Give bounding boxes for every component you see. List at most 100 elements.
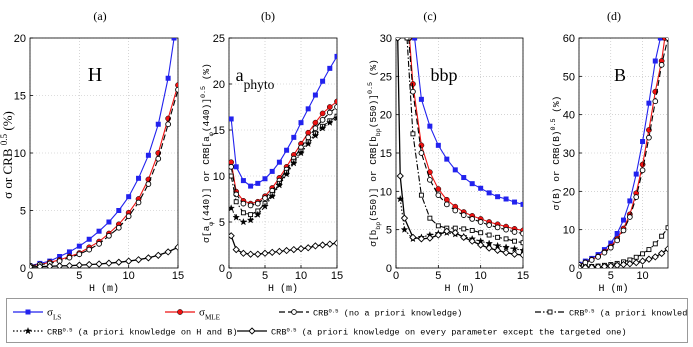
y-tick-label: 10 <box>213 171 225 183</box>
point-crb_none <box>460 212 467 218</box>
point-ls <box>334 53 337 59</box>
point-crb_h <box>503 236 509 242</box>
point-crb_hb <box>333 114 337 122</box>
point-crb_all <box>333 239 337 247</box>
point-crb_none <box>229 163 235 170</box>
point-crb_h <box>659 233 665 239</box>
point-crb_none <box>614 237 620 244</box>
x-tick-label: 0 <box>226 270 232 282</box>
x-tick-label: 0 <box>393 270 399 282</box>
point-crb_h <box>633 254 639 260</box>
point-crb_all <box>485 244 493 252</box>
y-tick-label: 25 <box>380 71 392 83</box>
point-crb_all <box>664 245 668 253</box>
point-crb_all <box>651 253 659 261</box>
legend-label: σMLE <box>199 307 220 322</box>
point-ls <box>469 181 475 187</box>
series-line-crb_none <box>30 89 178 267</box>
point-crb_none <box>595 254 601 260</box>
point-crb_none <box>106 232 112 239</box>
point-ls <box>96 228 102 234</box>
point-crb_all <box>95 260 103 268</box>
point-ls <box>305 106 311 112</box>
panel-letter: (a) <box>93 9 106 23</box>
point-ls <box>478 185 484 191</box>
point-crb_h <box>233 199 239 205</box>
y-tick-label: 40 <box>563 110 575 122</box>
point-crb_none <box>262 195 268 201</box>
point-crb_all <box>451 229 459 237</box>
point-crb_none <box>520 230 523 237</box>
x-axis-label: H (m) <box>89 283 119 295</box>
series-line-crb_none <box>230 106 337 206</box>
point-ls <box>298 120 304 126</box>
x-tick-label: 5 <box>608 270 614 282</box>
point-ls <box>255 180 261 186</box>
point-crb_none <box>418 150 425 156</box>
point-ls <box>520 201 523 207</box>
point-crb_none <box>135 199 142 206</box>
point-crb_all <box>613 261 621 268</box>
point-crb_none <box>165 121 171 128</box>
y-tick-label: 10 <box>563 225 575 237</box>
y-tick-label: 20 <box>563 186 575 198</box>
point-ls <box>646 100 652 106</box>
point-crb_none <box>469 216 476 222</box>
point-crb_none <box>312 125 319 132</box>
point-crb_h <box>334 113 337 119</box>
point-crb_all <box>645 255 653 263</box>
point-ls <box>486 190 492 196</box>
point-crb_all <box>268 248 276 256</box>
legend-entry-crb_hb: CRB0.5 (a priori knowledge on H and B) <box>13 326 238 338</box>
point-crb_all <box>502 249 510 257</box>
panel-annotation: H <box>88 64 102 86</box>
legend-marker <box>177 309 183 315</box>
point-ls <box>627 198 633 204</box>
point-ls <box>633 171 639 177</box>
x-axis-label: H (m) <box>268 283 298 295</box>
point-crb_h <box>665 225 668 231</box>
series-line-ls <box>30 38 175 267</box>
point-ls <box>427 123 433 129</box>
y-tick-label: 0 <box>219 263 225 275</box>
point-crb_none <box>96 241 102 247</box>
point-crb_hb <box>297 149 305 157</box>
point-crb_h <box>418 192 424 198</box>
x-tick-label: 10 <box>475 270 487 282</box>
point-crb_all <box>311 242 320 250</box>
point-crb_all <box>607 262 615 268</box>
point-crb_h <box>652 241 658 247</box>
x-tick-label: 5 <box>262 270 268 282</box>
point-crb_none <box>486 222 492 228</box>
point-mle <box>435 186 442 192</box>
x-axis-label: H (m) <box>598 283 628 295</box>
panel-annotation: bbp <box>431 65 458 85</box>
point-ls <box>614 231 620 236</box>
y-tick-label: 20 <box>14 33 26 45</box>
point-crb_h <box>427 215 433 221</box>
legend-label: CRB0.5 (a priori knowledge on H) <box>569 307 687 319</box>
point-ls <box>640 139 646 144</box>
x-tick-label: 5 <box>435 270 441 282</box>
legend: σLS σMLE CRB0.5 (no a priori knowledge) CRB… <box>6 298 693 343</box>
point-crb_hb <box>318 124 327 132</box>
point-ls <box>312 92 318 98</box>
y-axis-label: σ(B) or CRB(B)0.5 (%) <box>549 96 562 211</box>
x-tick-label: 0 <box>576 270 582 282</box>
series-line-crb_all <box>230 235 337 255</box>
point-crb_all <box>229 232 235 240</box>
point-crb_all <box>632 258 640 267</box>
point-ls <box>503 196 509 202</box>
point-crb_all <box>579 263 583 268</box>
y-tick-label: 10 <box>380 186 392 198</box>
point-ls <box>248 183 254 189</box>
point-crb_none <box>305 134 312 141</box>
point-crb_all <box>519 251 523 259</box>
point-crb_none <box>435 192 442 199</box>
point-crb_all <box>85 260 93 268</box>
point-crb_none <box>76 251 83 258</box>
point-crb_hb <box>232 213 240 221</box>
point-crb_none <box>254 200 261 207</box>
point-crb_h <box>520 240 523 246</box>
legend-marker <box>24 327 32 335</box>
